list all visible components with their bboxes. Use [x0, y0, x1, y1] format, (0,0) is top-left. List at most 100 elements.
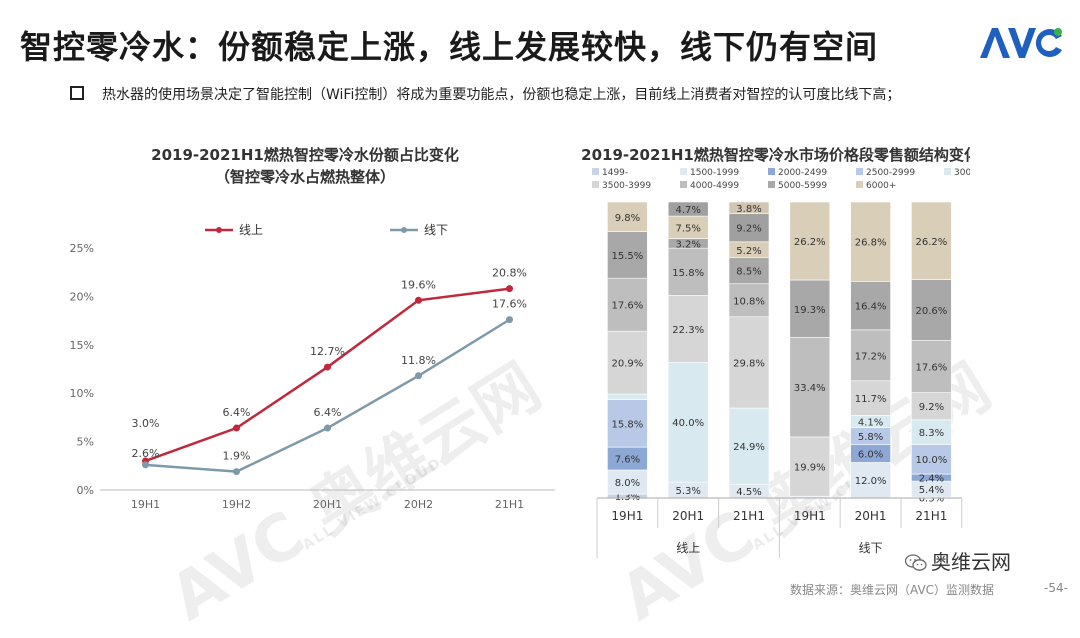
segment-label: 40.0% [672, 418, 704, 429]
data-point [415, 372, 422, 380]
segment-label: 9.2% [736, 224, 761, 235]
segment-label: 17.2% [855, 351, 887, 362]
segment-label: 7.5% [675, 223, 700, 234]
bar-segment [728, 213, 770, 243]
segment-label: 16.4% [855, 302, 887, 313]
y-tick-label: 15% [70, 339, 94, 352]
segment-label: 26.2% [916, 237, 948, 248]
data-point [415, 296, 422, 304]
data-label: 2.6% [132, 447, 160, 460]
data-label: 17.6% [492, 298, 527, 311]
data-point [142, 461, 149, 469]
y-tick-label: 5% [77, 436, 94, 449]
data-label: 20.8% [492, 267, 527, 280]
data-label: 1.9% [223, 450, 251, 463]
segment-label: 8.0% [615, 478, 640, 489]
bar-segment [789, 436, 831, 497]
segment-label: 2.4% [919, 474, 944, 485]
bar-segment [850, 380, 891, 416]
avc-logo [980, 28, 1062, 58]
bar-segment [667, 361, 709, 483]
data-point [233, 468, 240, 476]
legend-label: 6000+ [866, 181, 896, 191]
stacked-bar-chart: 2019-2021H1燃热智控零冷水市场价格段零售额结构变化 1499- 1500-… [581, 146, 970, 558]
segment-label: 4.1% [858, 417, 883, 428]
chart-title: 2019-2021H1燃热智控零冷水份额占比变化 [151, 146, 459, 164]
bar-segment [607, 330, 648, 395]
legend-label: 4000-4999 [690, 181, 739, 191]
segment-label: 5.8% [858, 432, 883, 443]
segment-label: 4.5% [736, 487, 761, 498]
legend-swatch [592, 168, 599, 175]
x-tick-label: 19H1 [794, 509, 826, 523]
segment-label: 5.3% [675, 486, 700, 497]
chart-title: 2019-2021H1燃热智控零冷水市场价格段零售额结构变化 [581, 146, 970, 164]
data-label: 6.4% [223, 406, 251, 419]
segment-label: 12.0% [855, 476, 887, 487]
legend-swatch [856, 168, 863, 175]
bullet-point: 热水器的使用场景决定了智能控制（WiFi控制）将成为重要功能点，份额也稳定上涨，… [70, 84, 900, 104]
bar-segment [607, 393, 648, 400]
bar-segment [911, 444, 952, 475]
bar-segment [728, 407, 770, 485]
segment-label: 7.6% [615, 455, 640, 466]
legend-label: 线下 [424, 223, 448, 237]
bar-segment [911, 279, 952, 341]
line-chart: 2019-2021H1燃热智控零冷水份额占比变化 （智控零冷水占燃热整体） 0% 5%… [70, 146, 555, 511]
segment-label: 22.3% [672, 325, 704, 336]
legend-swatch [768, 168, 775, 175]
bar-segment [728, 283, 770, 318]
bar-segment [607, 277, 648, 332]
bar-segment [789, 337, 831, 438]
legend-swatch [944, 168, 951, 175]
segment-label: 3.8% [736, 204, 761, 215]
legend-marker [401, 227, 407, 233]
segment-label: 6.0% [858, 450, 883, 461]
segment-label: 15.8% [612, 419, 644, 430]
legend-swatch [680, 181, 687, 188]
legend-marker [216, 227, 222, 233]
legend-label: 5000-5999 [778, 181, 827, 191]
x-tick-label: 20H1 [313, 498, 342, 511]
bar-segment [911, 419, 952, 445]
group-label: 线下 [859, 541, 883, 555]
bar-segment [850, 201, 891, 282]
legend-label: 3000-3499 [954, 168, 970, 178]
data-label: 11.8% [401, 354, 436, 367]
y-tick-label: 10% [70, 387, 94, 400]
legend-label: 3500-3999 [602, 181, 651, 191]
data-label: 19.6% [401, 278, 436, 291]
legend-label: 1499- [602, 168, 628, 178]
bar-segment [850, 281, 891, 331]
data-point [324, 363, 331, 371]
segment-label: 5.4% [919, 485, 944, 496]
segment-label: 29.8% [733, 358, 765, 369]
segment-label: 0.3% [919, 494, 944, 505]
bar-segment [607, 469, 648, 495]
y-tick-label: 20% [70, 290, 94, 303]
segment-label: 26.2% [794, 237, 826, 248]
group-label: 线上 [676, 541, 700, 555]
x-tick-label: 20H1 [672, 509, 704, 523]
x-tick-label: 21H1 [733, 509, 765, 523]
bar-segment [789, 201, 831, 281]
y-tick-label: 25% [70, 242, 94, 255]
segment-label: 19.9% [794, 463, 826, 474]
page-number: -54- [1044, 581, 1068, 595]
bar-segment [728, 201, 770, 214]
segment-label: 10.8% [733, 296, 765, 307]
x-tick-label: 20H1 [855, 509, 887, 523]
segment-label: 19.3% [794, 305, 826, 316]
segment-label: 33.4% [794, 383, 826, 394]
data-point [506, 285, 513, 293]
data-point [506, 316, 513, 324]
legend-swatch [768, 181, 775, 188]
bar-segment [911, 340, 952, 393]
segment-label: 20.9% [612, 359, 644, 370]
wechat-name: 奥维云网 [931, 550, 1011, 574]
x-tick-label: 21H1 [915, 509, 947, 523]
segment-label: 15.5% [612, 251, 644, 262]
bar-segment [607, 201, 648, 232]
data-label: 6.4% [314, 406, 342, 419]
data-point [233, 424, 240, 432]
